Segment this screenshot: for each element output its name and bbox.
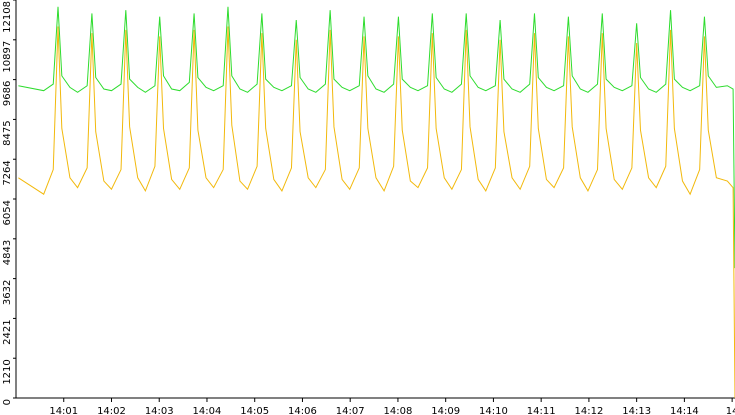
y-tick-label: 12108: [2, 1, 13, 33]
series-line: [18, 26, 735, 399]
x-tick-label: 14:02: [97, 406, 126, 415]
x-tick-label: 14:11: [527, 406, 556, 415]
x-tick-label: 14:05: [240, 406, 269, 415]
x-tick-label: 14:09: [431, 406, 460, 415]
y-tick-label: 9686: [2, 81, 13, 106]
x-tick-label: 14:14: [670, 406, 699, 415]
y-tick-label: 3632: [2, 280, 13, 305]
x-tick-label: 14:06: [288, 406, 317, 415]
y-tick-label: 10897: [2, 41, 13, 73]
x-tick-label: 14:12: [574, 406, 603, 415]
x-tick-label: 14:03: [145, 406, 174, 415]
y-tick-label: 0: [2, 399, 13, 405]
y-tick-label: 2421: [2, 319, 13, 344]
x-tick-label: 14:01: [49, 406, 78, 415]
y-tick-label: 4843: [2, 240, 13, 265]
x-tick-label: 14:10: [479, 406, 508, 415]
x-tick-label: 14:13: [622, 406, 651, 415]
y-tick-label: 7264: [2, 160, 13, 185]
series-line: [18, 6, 735, 269]
y-tick-label: 6054: [2, 200, 13, 225]
x-tick-label: 14: [726, 406, 735, 415]
x-tick-label: 14:04: [193, 406, 222, 415]
x-tick-label: 14:07: [336, 406, 365, 415]
y-tick-label: 8475: [2, 120, 13, 145]
y-tick-label: 1210: [2, 359, 13, 384]
x-tick-label: 14:08: [384, 406, 413, 415]
